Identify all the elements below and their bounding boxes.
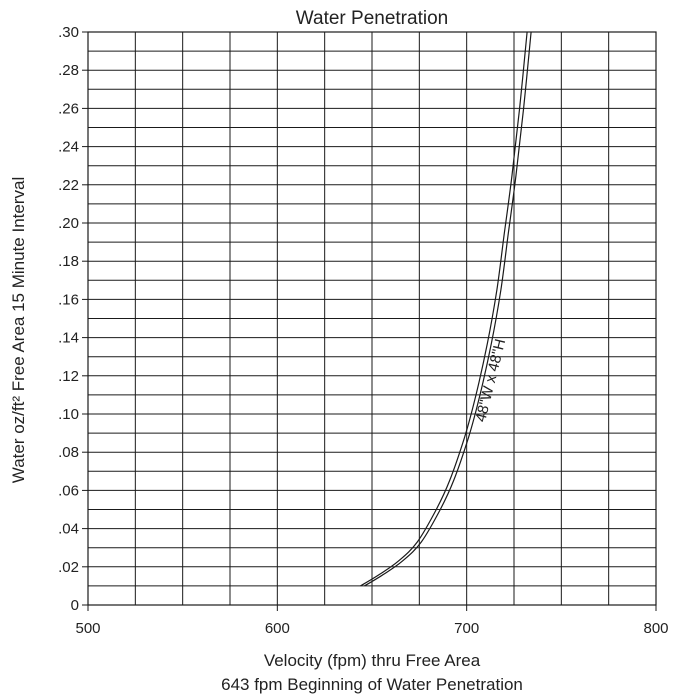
y-axis-ticks: 0 .02 .04 .06 .08 .10 .12 .14 .16 .18 .20 .22 .24 .26… <box>58 24 88 614</box>
y-tick-label: .30 <box>58 24 79 41</box>
y-tick-label: .16 <box>58 291 79 308</box>
grid <box>88 32 656 605</box>
series-group: 48"W x 48"H <box>361 32 532 586</box>
x-axis-label: Velocity (fpm) thru Free Area <box>264 651 481 670</box>
chart-title: Water Penetration <box>296 8 448 29</box>
y-tick-label: .14 <box>58 330 79 347</box>
y-tick-label: .02 <box>58 559 79 576</box>
y-tick-label: .28 <box>58 62 79 79</box>
y-tick-label: .12 <box>58 368 79 385</box>
chart-note: 643 fpm Beginning of Water Penetration <box>221 675 523 694</box>
series-label: 48"W x 48"H <box>472 337 509 423</box>
x-tick-label: 500 <box>75 620 100 637</box>
x-tick-label: 800 <box>643 620 668 637</box>
series-line-b <box>365 32 532 586</box>
y-axis-label: Water oz/ft² Free Area 15 Minute Interva… <box>9 177 28 483</box>
y-tick-label: .04 <box>58 521 79 538</box>
y-tick-label: .08 <box>58 444 79 461</box>
y-tick-label: 0 <box>71 597 79 614</box>
y-tick-label: .20 <box>58 215 79 232</box>
y-tick-label: .26 <box>58 100 79 117</box>
y-tick-label: .24 <box>58 139 79 156</box>
x-axis-ticks: 500 600 700 800 <box>75 605 668 637</box>
y-tick-label: .22 <box>58 177 79 194</box>
y-tick-label: .18 <box>58 253 79 270</box>
y-tick-label: .10 <box>58 406 79 423</box>
y-tick-label: .06 <box>58 482 79 499</box>
x-tick-label: 600 <box>265 620 290 637</box>
x-tick-label: 700 <box>454 620 479 637</box>
